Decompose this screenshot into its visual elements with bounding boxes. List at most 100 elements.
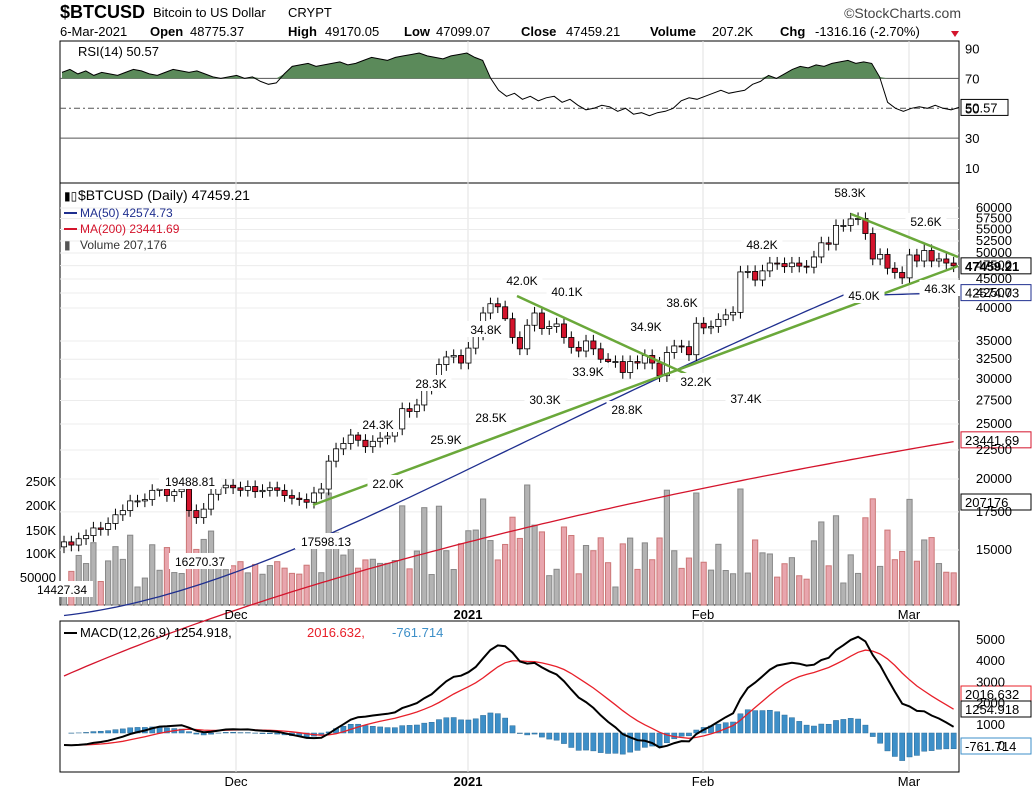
- macd-hist-bar: [340, 725, 347, 734]
- volume-bar: [259, 573, 266, 606]
- x-tick-label: 2021: [454, 607, 483, 622]
- macd-hist-bar: [377, 726, 384, 734]
- x-tick-label-bottom: Dec: [224, 774, 248, 789]
- rsi-panel-frame: [59, 40, 960, 184]
- macd-hist-bar: [678, 732, 685, 737]
- volume-bar: [97, 581, 104, 606]
- price-y-tick: 57500: [976, 210, 1012, 225]
- price-y-tick: 60000: [976, 200, 1012, 215]
- macd-y-tick: 1000: [976, 717, 1005, 732]
- price-annotation-box: [357, 416, 399, 432]
- macd-hist-bar: [656, 732, 663, 747]
- price-annotation-box: [625, 318, 667, 334]
- macd-hist-bar: [465, 719, 472, 734]
- x-tick-label: Mar: [898, 607, 921, 622]
- open-value: 48775.37: [190, 24, 244, 39]
- volume-value: 207.2K: [712, 24, 754, 39]
- brand-logo[interactable]: ©StockCharts.com: [844, 5, 961, 21]
- macd-hist-bar: [612, 732, 619, 754]
- candle-body: [833, 225, 840, 245]
- price-y-tick: 15000: [976, 542, 1012, 557]
- candle-body: [303, 499, 310, 503]
- macd-hist-bar: [112, 729, 119, 734]
- volume-bar: [700, 561, 707, 606]
- candle-body: [325, 460, 332, 490]
- candle-body: [825, 242, 832, 245]
- price-y-tick: 45000: [976, 271, 1012, 286]
- candle-body: [583, 340, 590, 352]
- candle-body: [509, 318, 516, 338]
- volume-legend-icon: ▮: [64, 238, 71, 252]
- price-annotation-box: [606, 401, 648, 417]
- candle-body: [296, 497, 303, 500]
- volume-bar: [119, 558, 126, 606]
- macd-hist-bar: [384, 727, 391, 734]
- candle-body: [362, 439, 369, 448]
- macd-hist-bar: [891, 732, 898, 757]
- macd-last-box: [960, 700, 1032, 718]
- candle-body: [252, 486, 259, 493]
- candle-body: [259, 489, 266, 493]
- open-label: Open: [150, 24, 183, 39]
- macd-hist-bar: [730, 721, 736, 734]
- volume-bar: [222, 569, 229, 606]
- candle-body: [715, 318, 722, 327]
- candle-body: [788, 262, 795, 268]
- candle-body: [796, 262, 803, 267]
- price-annotation: 28.3K: [415, 377, 446, 391]
- price-annotation-box: [546, 283, 588, 299]
- volume-bar: [303, 564, 310, 606]
- macd-hist-bar: [164, 727, 170, 734]
- candle-body: [693, 322, 700, 356]
- volume-bar: [568, 535, 575, 606]
- macd-legend-main: MACD(12,26,9) 1254.918,: [80, 625, 232, 640]
- macd-hist-bar: [553, 732, 560, 741]
- macd-hist-bar: [414, 724, 420, 734]
- candle-body: [619, 361, 626, 373]
- volume-bar: [141, 577, 148, 606]
- price-annotation: 38.6K: [666, 296, 697, 310]
- price-annotation-box: [661, 294, 703, 310]
- candle-body: [884, 254, 891, 269]
- volume-bar: [318, 572, 325, 606]
- volume-bar: [340, 554, 347, 606]
- candle-body: [627, 361, 634, 373]
- volume-bar: [715, 543, 722, 606]
- volume-bar: [788, 557, 795, 606]
- price-annotation: 40.1K: [551, 285, 582, 299]
- axis-labels: Dec Dec 2021 2021 Feb Feb Mar Mar 60000575005500…: [20, 41, 1012, 789]
- macd-last-box: [960, 737, 1032, 755]
- candle-body: [671, 345, 678, 353]
- price-annotation: 52.6K: [910, 215, 941, 229]
- volume-bar: [825, 565, 832, 606]
- candle-body: [700, 322, 707, 329]
- macd-hist-bar: [436, 719, 442, 734]
- macd-hist-bar: [877, 732, 883, 744]
- candle-body: [869, 233, 876, 260]
- volume-bar: [604, 562, 612, 606]
- volume-bar: [502, 543, 509, 606]
- exchange-label: CRYPT: [288, 5, 332, 20]
- macd-hist-bar: [862, 724, 869, 734]
- volume-bar: [575, 573, 582, 606]
- volume-bar: [362, 559, 369, 606]
- macd-hist-bar: [847, 718, 854, 734]
- volume-bar: [377, 562, 384, 606]
- volume-bar: [759, 552, 766, 606]
- price-annotation: 32.2K: [680, 375, 711, 389]
- macd-hist-bar: [524, 732, 531, 736]
- candle-body: [943, 258, 950, 264]
- macd-hist-bar: [267, 732, 273, 734]
- macd-hist-bar: [458, 719, 464, 734]
- candle-body: [546, 326, 553, 329]
- volume-bar: [516, 537, 523, 606]
- macd-hist-bar: [509, 725, 516, 734]
- candle-body: [237, 487, 244, 491]
- macd-hist-bar: [627, 732, 633, 753]
- macd-hist-bar: [833, 720, 839, 734]
- macd-hist-bar: [369, 726, 376, 734]
- volume-bar: [163, 547, 171, 606]
- candle-body: [935, 258, 942, 262]
- macd-hist-bar: [619, 732, 626, 755]
- candle-body: [222, 484, 229, 489]
